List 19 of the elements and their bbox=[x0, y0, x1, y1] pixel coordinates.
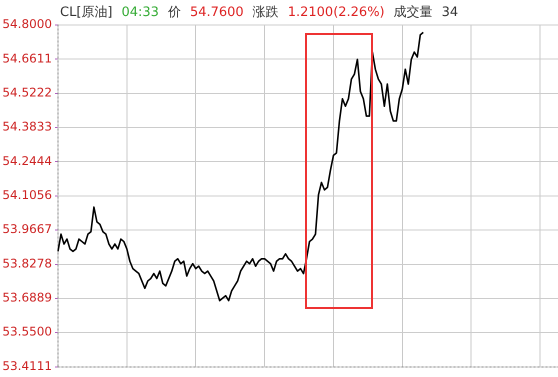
text: 54.7600 bbox=[190, 5, 244, 20]
chart-title: CL[原油] bbox=[60, 5, 112, 20]
y-tick-label: 54.8000 bbox=[2, 17, 52, 32]
text: 成交量 bbox=[394, 5, 433, 20]
y-tick-label: 54.1056 bbox=[2, 188, 52, 202]
y-tick-label: 54.3833 bbox=[2, 120, 52, 134]
text: 价 bbox=[168, 5, 181, 20]
y-tick-label: 53.5500 bbox=[2, 324, 52, 339]
y-tick-label: 53.8278 bbox=[2, 256, 52, 270]
y-tick-label: 53.9667 bbox=[2, 222, 52, 236]
y-tick-label: 54.6611 bbox=[2, 51, 52, 66]
text: 34 bbox=[442, 5, 458, 20]
text: 1.2100(2.26%) bbox=[288, 5, 385, 20]
y-tick-label: 53.6889 bbox=[2, 290, 52, 305]
text: 04:33 bbox=[121, 5, 159, 20]
y-tick-label: 54.5222 bbox=[2, 85, 52, 100]
text: 涨跌 bbox=[252, 5, 279, 20]
y-tick-label: 54.2444 bbox=[2, 154, 52, 168]
y-tick-label: 53.4111 bbox=[2, 358, 52, 373]
